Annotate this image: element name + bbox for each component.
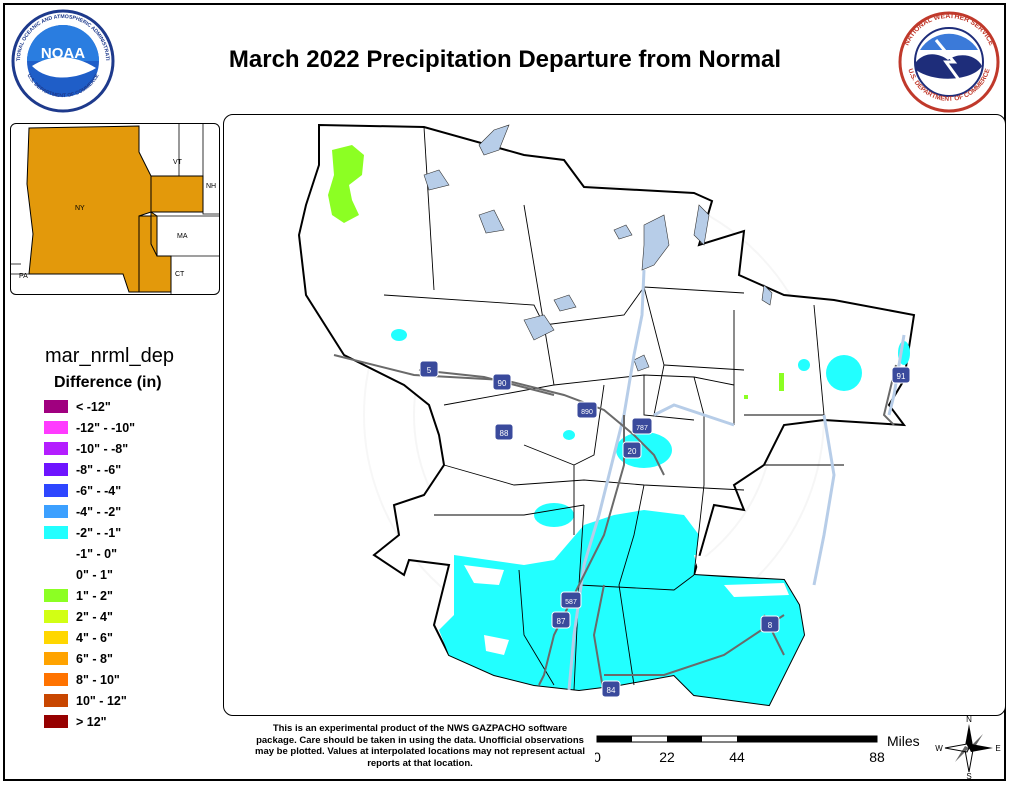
scale-tick-0: 0 (595, 749, 601, 765)
shield-i84: 84 (601, 680, 621, 698)
shield-i587: 587 (560, 591, 582, 609)
inset-label-nh: NH (206, 183, 216, 190)
legend-swatch (44, 400, 68, 413)
legend-swatch (44, 589, 68, 602)
legend-swatch (44, 715, 68, 728)
inset-ct-highlight (150, 211, 158, 257)
shield-i5: 5 (419, 360, 439, 378)
svg-text:88: 88 (500, 429, 509, 438)
svg-text:20: 20 (628, 447, 637, 456)
svg-text:90: 90 (498, 379, 507, 388)
legend-item: -6" - -4" (44, 480, 135, 501)
legend-item: -12" - -10" (44, 417, 135, 438)
legend-swatch (44, 673, 68, 686)
legend-item: -2" - -1" (44, 522, 135, 543)
scale-tick-44: 44 (729, 749, 745, 765)
shield-i787: 787 (631, 417, 653, 435)
legend-item: -10" - -8" (44, 438, 135, 459)
legend-swatch (44, 484, 68, 497)
svg-text:84: 84 (607, 686, 616, 695)
compass-w: W (935, 744, 943, 753)
shield-i87: 87 (551, 611, 571, 629)
precip-cyan-south (439, 510, 804, 705)
legend-item: -4" - -2" (44, 501, 135, 522)
legend-swatch (44, 568, 68, 581)
shield-i88: 88 (494, 423, 514, 441)
county-lines (383, 126, 844, 691)
scale-bar: 0 22 44 88 Miles (593, 728, 935, 768)
compass-rose-icon: N S E W (935, 715, 1003, 781)
legend-item: -8" - -6" (44, 459, 135, 480)
legend-item: 1" - 2" (44, 585, 135, 606)
inset-vt-highlight (150, 175, 204, 213)
water-bodies (423, 124, 773, 372)
legend-swatch (44, 442, 68, 455)
shield-i890: 890 (576, 401, 598, 419)
inset-locator-map: VT NH NY MA PA CT (10, 123, 220, 295)
shield-i20: 20 (622, 441, 642, 459)
svg-text:5: 5 (427, 366, 432, 375)
compass-n: N (966, 716, 972, 724)
legend-item: 0" - 1" (44, 564, 135, 585)
svg-text:587: 587 (565, 599, 577, 606)
shield-i90: 90 (492, 373, 512, 391)
legend-swatch (44, 421, 68, 434)
scale-tick-22: 22 (659, 749, 675, 765)
legend-item: 8" - 10" (44, 669, 135, 690)
precip-green-north (328, 145, 364, 223)
legend-item: 6" - 8" (44, 648, 135, 669)
svg-text:91: 91 (897, 372, 906, 381)
nws-logo: NATIONAL WEATHER SERVICE U.S. DEPARTMENT… (896, 10, 1002, 114)
scale-tick-88: 88 (869, 749, 885, 765)
scale-unit: Miles (887, 733, 920, 749)
disclaimer-text: This is an experimental product of the N… (255, 723, 585, 769)
legend-swatch (44, 526, 68, 539)
noaa-logo: NOAA NATIONAL OCEANIC AND ATMOSPHERIC AD… (8, 4, 116, 114)
legend-list: < -12" -12" - -10" -10" - -8" -8" - -6" … (44, 396, 135, 732)
legend-item: > 12" (44, 711, 135, 732)
svg-text:787: 787 (636, 425, 648, 432)
compass-e: E (995, 744, 1000, 753)
svg-text:NOAA: NOAA (41, 45, 85, 62)
shield-i8: 8 (760, 615, 780, 633)
legend-item: < -12" (44, 396, 135, 417)
svg-text:890: 890 (581, 409, 593, 416)
rivers (567, 269, 906, 691)
inset-label-ny: NY (75, 205, 85, 212)
legend-subtitle: Difference (in) (54, 374, 162, 391)
legend-swatch (44, 547, 68, 560)
svg-text:87: 87 (557, 617, 566, 626)
inset-label-ct: CT (175, 271, 185, 278)
svg-text:8: 8 (768, 621, 773, 630)
legend-item: 4" - 6" (44, 627, 135, 648)
legend-swatch (44, 652, 68, 665)
legend-swatch (44, 631, 68, 644)
inset-label-pa: PA (19, 273, 28, 280)
inset-ny-highlight (26, 125, 152, 293)
compass-s: S (966, 772, 971, 780)
legend-swatch (44, 463, 68, 476)
map-title: March 2022 Precipitation Departure from … (228, 46, 782, 73)
shield-i91: 91 (891, 366, 911, 384)
inset-label-ma: MA (177, 233, 188, 240)
legend-item: 2" - 4" (44, 606, 135, 627)
inset-label-vt: VT (173, 159, 183, 166)
main-map[interactable]: 5 90 890 787 88 20 91 87 (223, 114, 1006, 716)
legend-title: mar_nrml_dep (45, 345, 174, 367)
legend-swatch (44, 610, 68, 623)
legend-item: -1" - 0" (44, 543, 135, 564)
legend-swatch (44, 694, 68, 707)
legend-swatch (44, 505, 68, 518)
legend-item: 10" - 12" (44, 690, 135, 711)
